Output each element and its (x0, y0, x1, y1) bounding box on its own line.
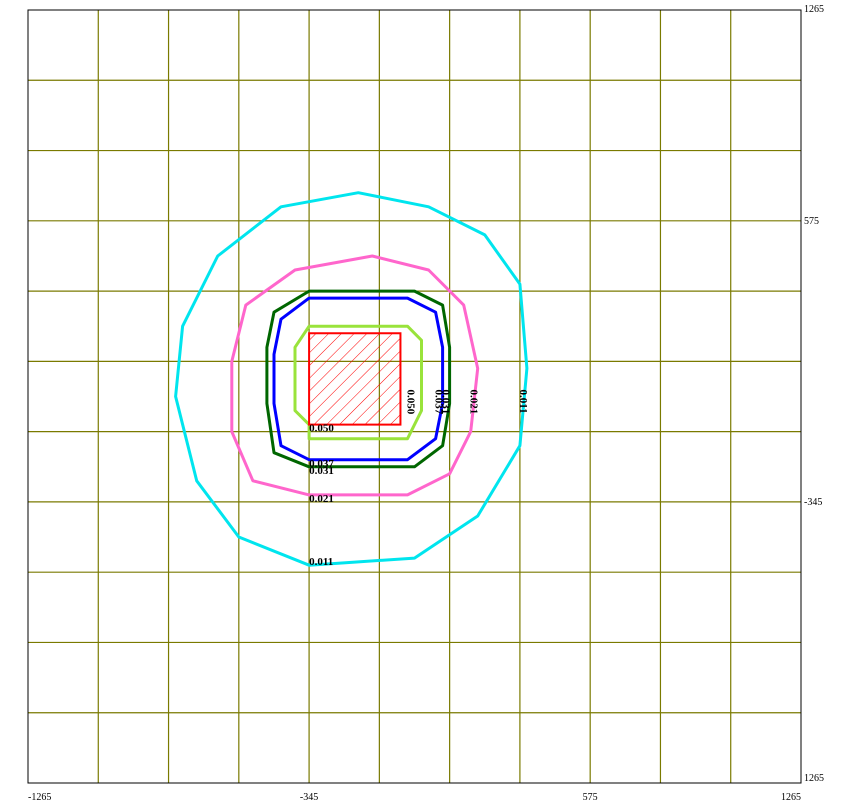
contour-label: 0.050 (404, 389, 416, 414)
contour-labels: 0.0500.0500.0370.0370.0310.0310.0210.021… (309, 389, 529, 568)
x-tick-label: -345 (300, 792, 318, 803)
y-tick-label: -345 (804, 497, 822, 508)
contour-0.050 (293, 324, 423, 441)
x-tick-label: 1265 (781, 792, 801, 803)
plot-border (27, 9, 802, 784)
grid (27, 9, 802, 784)
source-rectangle (308, 332, 402, 426)
y-tick-label: 575 (804, 216, 819, 227)
contour-0.031 (265, 289, 452, 469)
contour-label: 0.037 (309, 458, 334, 470)
contour-0.011 (174, 191, 529, 567)
contour-lines (174, 191, 529, 567)
contour-label: 0.050 (309, 423, 334, 435)
contour-0.021 (230, 254, 480, 497)
y-tick-label: 1265 (804, 4, 824, 15)
source-area (308, 332, 402, 426)
x-tick-label: 575 (583, 792, 598, 803)
contour-label: 0.031 (440, 389, 452, 414)
contour-0.037 (272, 296, 445, 462)
contour-label: 0.021 (468, 389, 480, 414)
contour-label: 0.037 (433, 389, 445, 414)
x-tick-label: -1265 (28, 792, 51, 803)
contour-label: 0.021 (309, 493, 334, 505)
y-tick-label: 1265 (804, 773, 824, 784)
contour-label: 0.031 (309, 465, 334, 477)
contour-label: 0.011 (309, 556, 333, 568)
contour-label: 0.011 (517, 389, 529, 413)
